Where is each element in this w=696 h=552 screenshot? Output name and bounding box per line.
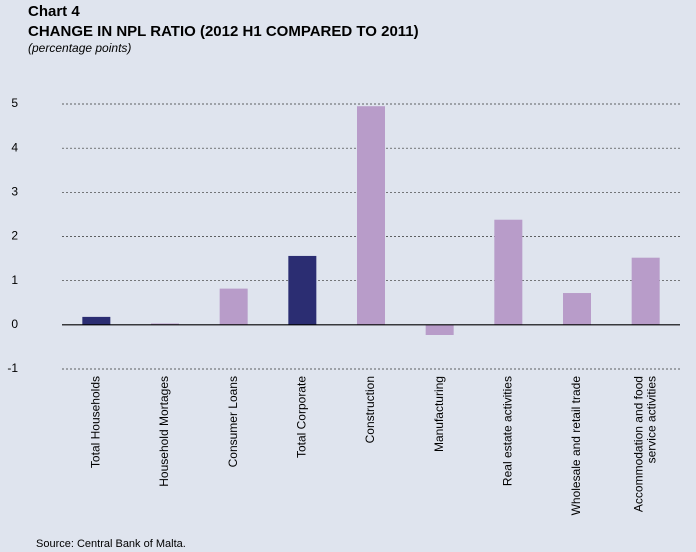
bar <box>357 106 385 325</box>
bar <box>494 219 523 325</box>
chart-label: Chart 4 <box>28 3 80 20</box>
bar <box>82 316 111 325</box>
x-tick-label: Accommodation and food <box>631 376 645 512</box>
chart-subtitle: (percentage points) <box>28 41 131 55</box>
source-note: Source: Central Bank of Malta. <box>36 538 186 550</box>
bar <box>219 288 248 325</box>
x-tick-label: Construction <box>363 376 377 443</box>
x-tick-label: Household Mortages <box>157 376 171 487</box>
y-tick-label: 2 <box>11 229 18 243</box>
y-tick-label: 5 <box>11 96 18 110</box>
x-tick-label: Manufacturing <box>432 376 446 452</box>
x-tick-label: Consumer Loans <box>226 376 240 467</box>
x-tick-label: service activities <box>644 376 658 463</box>
y-tick-label: 1 <box>11 273 18 287</box>
y-tick-label: 0 <box>11 317 18 331</box>
chart-title: CHANGE IN NPL RATIO (2012 H1 COMPARED TO… <box>28 23 419 40</box>
y-tick-label: 4 <box>11 140 18 154</box>
x-tick-label: Real estate activities <box>501 376 515 486</box>
y-tick-label: 3 <box>11 185 18 199</box>
bar <box>631 257 660 325</box>
bar <box>288 255 317 325</box>
x-tick-label: Wholesale and retail trade <box>569 376 583 516</box>
bar <box>425 324 454 335</box>
bar <box>563 293 591 325</box>
bar <box>151 323 179 325</box>
x-tick-label: Total Households <box>89 376 103 468</box>
x-tick-label: Total Corporate <box>295 376 309 458</box>
y-tick-label: -1 <box>7 361 18 375</box>
